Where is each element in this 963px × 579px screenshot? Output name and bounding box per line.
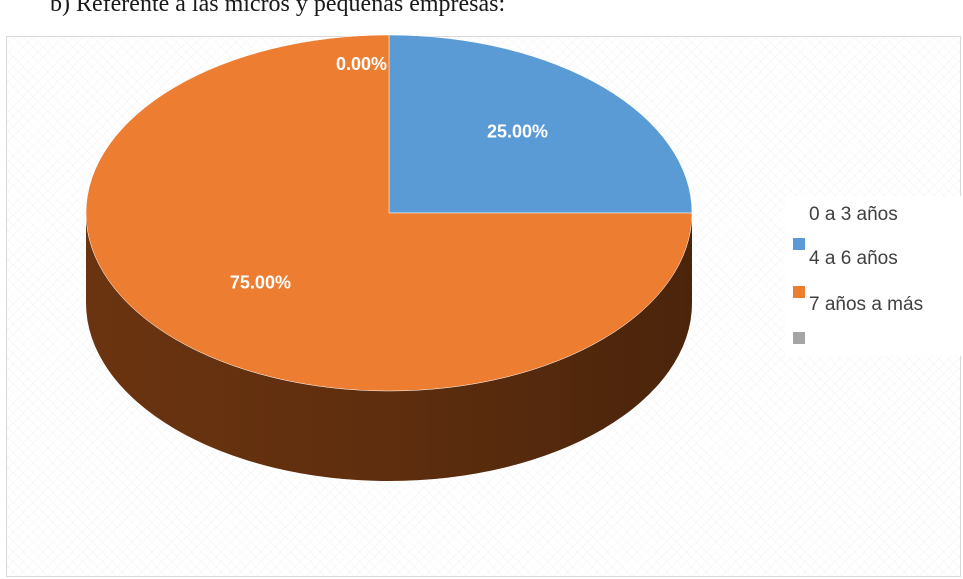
pie-slice-7-an-os-a-ma-s (85, 34, 693, 392)
chart-legend: 0 a 3 años 4 a 6 años 7 años a más (785, 196, 963, 356)
legend-swatch-7-a-mas (793, 286, 805, 298)
pie-top-group (85, 34, 693, 392)
legend-swatch-empty (793, 332, 805, 344)
legend-label-7-a-mas: 7 años a más (809, 294, 924, 315)
data-label-0-a-3-an-os: 0.00% (336, 54, 387, 74)
pie-depth-group (86, 213, 692, 481)
legend-swatch-4-a-6 (793, 238, 805, 250)
data-label-4-a-6-an-os: 25.00% (487, 121, 548, 141)
data-label-7-an-os-a-ma-s: 75.00% (230, 273, 291, 293)
pie-side-shade-7-an-os-a-ma-s (86, 213, 692, 481)
document-heading: b) Referente a las micros y pequeñas emp… (50, 0, 506, 17)
data-label-group: 0.00% 25.00% 75.00% (230, 54, 548, 293)
legend-label-4-a-6: 4 a 6 años (809, 248, 898, 269)
pie-slice-4-a-6-an-os (388, 34, 693, 214)
legend-label-0-a-3: 0 a 3 años (809, 204, 898, 225)
